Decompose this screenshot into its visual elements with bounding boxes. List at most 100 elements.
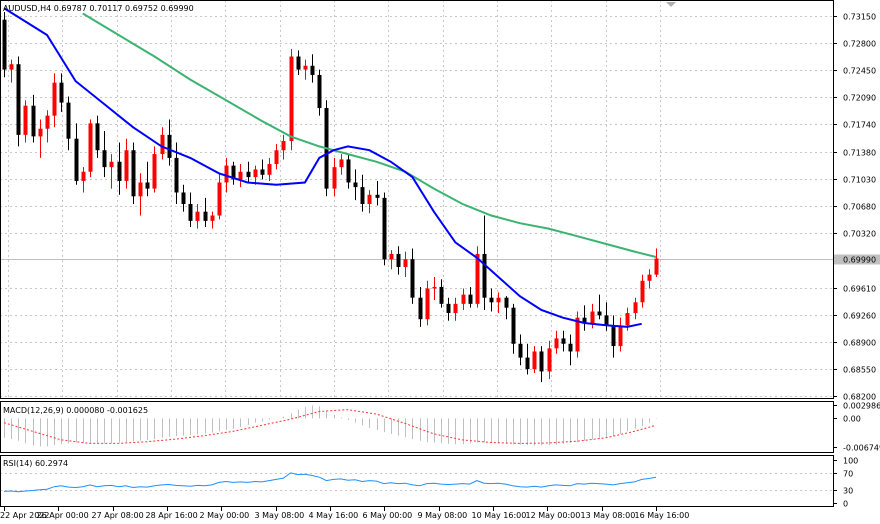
candle-body	[2, 19, 7, 70]
candle-body	[66, 102, 71, 139]
price-tick-label: 0.70680	[843, 203, 876, 212]
current-price-badge: 0.69990	[834, 254, 880, 265]
candle-body	[332, 167, 337, 189]
candle-body	[461, 294, 466, 304]
candle	[267, 157, 272, 181]
rsi-line	[3, 472, 657, 493]
price-pane-frame	[0, 0, 834, 399]
candle	[410, 248, 415, 304]
candle-body	[353, 182, 358, 188]
candle-body	[267, 164, 272, 175]
candle-body	[504, 297, 509, 308]
candle-body	[81, 171, 86, 181]
candle	[31, 94, 36, 143]
candle-body	[188, 203, 193, 221]
candle-body	[246, 171, 251, 178]
candle	[16, 56, 21, 147]
macd-pane: MACD(12,26,9) 0.000080 -0.001625 0.00298…	[3, 402, 880, 453]
candle-body	[597, 311, 602, 316]
rsi-levels	[0, 473, 833, 491]
price-tick-label: 0.69260	[843, 312, 876, 321]
price-tick-label: 0.71030	[843, 176, 876, 185]
candle-body	[16, 64, 21, 135]
time-tick-label: 26 Apr 00:00	[37, 511, 89, 520]
macd-pane-frame	[0, 401, 834, 453]
candle	[59, 73, 64, 112]
candle	[539, 346, 544, 383]
candle-body	[647, 274, 652, 281]
candle-body	[611, 325, 616, 347]
rsi-axis: 100 70 30 0	[833, 457, 858, 509]
candle-body	[539, 351, 544, 372]
candle	[138, 173, 143, 216]
candle-body	[317, 74, 322, 108]
candle	[195, 203, 200, 229]
price-tick-label: 0.72450	[843, 67, 876, 76]
ma-slow-line	[82, 12, 657, 258]
candle	[582, 305, 587, 331]
candle	[504, 296, 509, 320]
candle-body	[109, 161, 114, 168]
macd-signal-line	[3, 409, 657, 444]
candle-body	[489, 297, 494, 303]
candle	[95, 115, 100, 158]
price-pane-title: AUDUSD,H4 0.69787 0.70117 0.69752 0.6999…	[3, 4, 194, 13]
shift-marker-icon[interactable]	[666, 2, 676, 7]
price-grid	[0, 0, 833, 398]
candle-body	[367, 194, 372, 204]
candle-body	[124, 150, 129, 181]
candle	[611, 315, 616, 358]
price-tick-label: 0.68200	[843, 393, 876, 402]
candle	[231, 161, 236, 185]
price-tick-label: 0.73150	[843, 13, 876, 22]
candle	[496, 292, 501, 314]
price-tick-label: 0.71740	[843, 121, 876, 130]
rsi-tick-label: 100	[843, 457, 858, 466]
candle	[511, 303, 516, 354]
candle	[246, 161, 251, 183]
rsi-tick-label: 30	[843, 487, 853, 496]
time-tick-label: 4 May 16:00	[309, 511, 359, 520]
candle	[532, 346, 537, 373]
candle	[375, 180, 380, 206]
candle-body	[575, 317, 580, 352]
candle-body	[74, 138, 79, 181]
price-pane: AUDUSD,H4 0.69787 0.70117 0.69752 0.6999…	[0, 0, 880, 402]
candle-body	[9, 64, 14, 70]
rsi-pane-frame	[0, 455, 834, 507]
candle-body	[346, 159, 351, 183]
candle	[360, 174, 365, 212]
candle	[203, 197, 208, 228]
price-tick-label: 0.72090	[843, 94, 876, 103]
price-tick-label: 0.70320	[843, 230, 876, 239]
candle-body	[396, 253, 401, 267]
candle	[274, 144, 279, 170]
candle	[167, 119, 172, 166]
candle-body	[260, 169, 265, 175]
candle-body	[102, 150, 107, 168]
candle-body	[547, 348, 552, 372]
candle	[117, 142, 122, 195]
candle-body	[45, 115, 50, 129]
candle	[461, 288, 466, 310]
candle-body	[590, 311, 595, 324]
candle	[332, 157, 337, 197]
candle-body	[518, 343, 523, 358]
candle	[446, 297, 451, 321]
time-tick-label: 27 Apr 08:00	[92, 511, 144, 520]
candle-body	[654, 258, 659, 275]
candle	[525, 343, 530, 375]
rsi-tick-label: 0	[843, 500, 848, 509]
candle-body	[375, 194, 380, 198]
candle-body	[138, 182, 143, 197]
candle-body	[496, 297, 501, 303]
time-tick-label: 16 May 16:00	[635, 511, 690, 520]
candle-body	[281, 141, 286, 151]
rsi-tick-label: 70	[843, 470, 853, 479]
price-tick-label: 0.72800	[843, 40, 876, 49]
candle-body	[582, 317, 587, 324]
candle	[88, 119, 93, 178]
candle-body	[131, 150, 136, 197]
candle-body	[238, 171, 243, 180]
